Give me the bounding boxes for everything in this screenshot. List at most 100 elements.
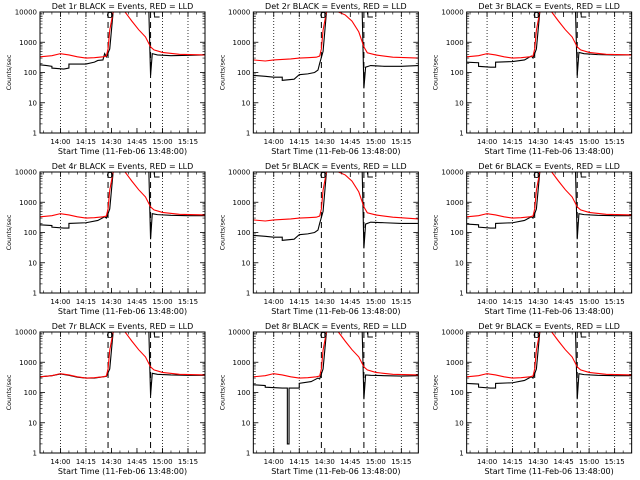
y-axis-label: Counts/sec bbox=[5, 374, 13, 410]
series-line-lld bbox=[253, 332, 419, 379]
y-tick-label: 10000 bbox=[15, 169, 37, 177]
series-line-events bbox=[466, 172, 632, 240]
series-line-lld bbox=[466, 172, 632, 219]
series-line-events bbox=[40, 332, 205, 396]
chart-panel: Det 9r BLACK = Events, RED = LLD Counts/s… bbox=[432, 322, 633, 476]
x-tick-label: 14:15 bbox=[289, 298, 309, 306]
y-tick-label: 10 bbox=[28, 259, 37, 267]
y-tick-label: 10000 bbox=[228, 169, 250, 177]
x-tick-label: 14:30 bbox=[528, 298, 548, 306]
x-tick-label: 14:30 bbox=[528, 138, 548, 146]
y-axis-label: Counts/sec bbox=[432, 54, 440, 90]
y-tick-label: 1000 bbox=[446, 199, 464, 207]
y-tick-label: 100 bbox=[24, 229, 37, 237]
x-tick-label: 14:30 bbox=[101, 298, 121, 306]
x-axis-label: Start Time (11-Feb-06 13:48:00) bbox=[485, 467, 614, 476]
x-tick-label: 14:30 bbox=[315, 458, 335, 466]
chart-title: Det 8r BLACK = Events, RED = LLD bbox=[265, 322, 407, 331]
y-tick-label: 1 bbox=[459, 290, 463, 298]
y-tick-label: 100 bbox=[450, 389, 463, 397]
y-tick-label: 1 bbox=[33, 450, 37, 458]
y-tick-label: 1 bbox=[246, 450, 250, 458]
x-tick-label: 14:00 bbox=[477, 138, 497, 146]
x-axis-label: Start Time (11-Feb-06 13:48:00) bbox=[485, 307, 614, 316]
x-axis-label: Start Time (11-Feb-06 13:48:00) bbox=[485, 147, 614, 156]
chart-title: Det 5r BLACK = Events, RED = LLD bbox=[265, 162, 407, 171]
x-tick-label: 15:00 bbox=[579, 298, 599, 306]
x-tick-label: 15:15 bbox=[178, 458, 198, 466]
plot-frame bbox=[466, 171, 633, 294]
y-tick-label: 100 bbox=[237, 389, 250, 397]
chart-title: Det 9r BLACK = Events, RED = LLD bbox=[478, 322, 620, 331]
x-tick-label: 14:30 bbox=[315, 298, 335, 306]
x-tick-label: 14:45 bbox=[340, 458, 360, 466]
chart-panel: Det 3r BLACK = Events, RED = LLD Counts/s… bbox=[432, 2, 633, 156]
x-tick-label: 14:00 bbox=[264, 138, 284, 146]
x-tick-label: 15:15 bbox=[391, 138, 411, 146]
y-tick-label: 1 bbox=[33, 290, 37, 298]
chart-title: Det 6r BLACK = Events, RED = LLD bbox=[478, 162, 620, 171]
bracket-marker bbox=[580, 12, 587, 18]
plot-frame bbox=[252, 11, 419, 134]
y-tick-label: 10000 bbox=[15, 9, 37, 17]
y-axis-label: Counts/sec bbox=[432, 374, 440, 410]
x-tick-label: 15:00 bbox=[152, 458, 172, 466]
plot-frame bbox=[39, 11, 206, 134]
chart-title: Det 2r BLACK = Events, RED = LLD bbox=[265, 2, 407, 11]
x-tick-label: 14:45 bbox=[554, 138, 574, 146]
series-line-events bbox=[466, 332, 632, 400]
y-tick-label: 1 bbox=[459, 450, 463, 458]
y-tick-label: 100 bbox=[450, 229, 463, 237]
y-axis-label: Counts/sec bbox=[5, 214, 13, 250]
x-tick-label: 14:00 bbox=[50, 138, 70, 146]
bracket-marker bbox=[367, 332, 373, 338]
x-tick-label: 15:00 bbox=[579, 138, 599, 146]
series-line-events bbox=[40, 172, 205, 240]
x-tick-label: 15:00 bbox=[366, 298, 386, 306]
x-tick-label: 14:45 bbox=[127, 138, 147, 146]
x-tick-label: 14:15 bbox=[289, 458, 309, 466]
chart-panel: Det 5r BLACK = Events, RED = LLD Counts/s… bbox=[218, 162, 419, 316]
series-line-events bbox=[466, 12, 632, 76]
x-tick-label: 14:00 bbox=[264, 298, 284, 306]
y-tick-label: 10 bbox=[455, 99, 464, 107]
y-tick-label: 100 bbox=[450, 69, 463, 77]
y-tick-label: 100 bbox=[24, 69, 37, 77]
y-tick-label: 100 bbox=[237, 69, 250, 77]
x-tick-label: 15:00 bbox=[579, 458, 599, 466]
chart-title: Det 4r BLACK = Events, RED = LLD bbox=[52, 162, 194, 171]
x-axis-label: Start Time (11-Feb-06 13:48:00) bbox=[271, 307, 400, 316]
plot-frame bbox=[39, 171, 206, 294]
chart-panel: Det 6r BLACK = Events, RED = LLD Counts/s… bbox=[432, 162, 633, 316]
x-tick-label: 14:45 bbox=[127, 458, 147, 466]
x-tick-label: 15:15 bbox=[178, 298, 198, 306]
bracket-marker bbox=[580, 172, 587, 178]
x-tick-label: 14:15 bbox=[76, 458, 96, 466]
x-axis-label: Start Time (11-Feb-06 13:48:00) bbox=[58, 147, 187, 156]
y-tick-label: 10 bbox=[455, 259, 464, 267]
y-tick-label: 10000 bbox=[15, 329, 37, 337]
series-line-lld bbox=[253, 12, 419, 62]
x-tick-label: 14:30 bbox=[101, 138, 121, 146]
y-tick-label: 1000 bbox=[233, 39, 251, 47]
y-tick-label: 1000 bbox=[19, 199, 37, 207]
y-tick-label: 100 bbox=[237, 229, 250, 237]
chart-title: Det 7r BLACK = Events, RED = LLD bbox=[52, 322, 194, 331]
chart-panel: Det 1r BLACK = Events, RED = LLD Counts/s… bbox=[5, 2, 206, 156]
x-tick-label: 14:00 bbox=[50, 458, 70, 466]
series-line-lld bbox=[253, 172, 419, 222]
plot-frame bbox=[466, 331, 633, 454]
y-tick-label: 100 bbox=[24, 389, 37, 397]
chart-panel: Det 2r BLACK = Events, RED = LLD Counts/s… bbox=[218, 2, 419, 156]
x-tick-label: 15:15 bbox=[605, 458, 625, 466]
x-tick-label: 14:15 bbox=[76, 298, 96, 306]
y-tick-label: 10000 bbox=[228, 329, 250, 337]
plot-frame bbox=[466, 11, 633, 134]
series-line-lld bbox=[40, 172, 205, 219]
x-tick-label: 14:00 bbox=[477, 458, 497, 466]
series-line-lld bbox=[40, 332, 205, 379]
series-line-lld bbox=[40, 12, 205, 59]
x-axis-label: Start Time (11-Feb-06 13:48:00) bbox=[58, 467, 187, 476]
y-tick-label: 1000 bbox=[233, 359, 251, 367]
